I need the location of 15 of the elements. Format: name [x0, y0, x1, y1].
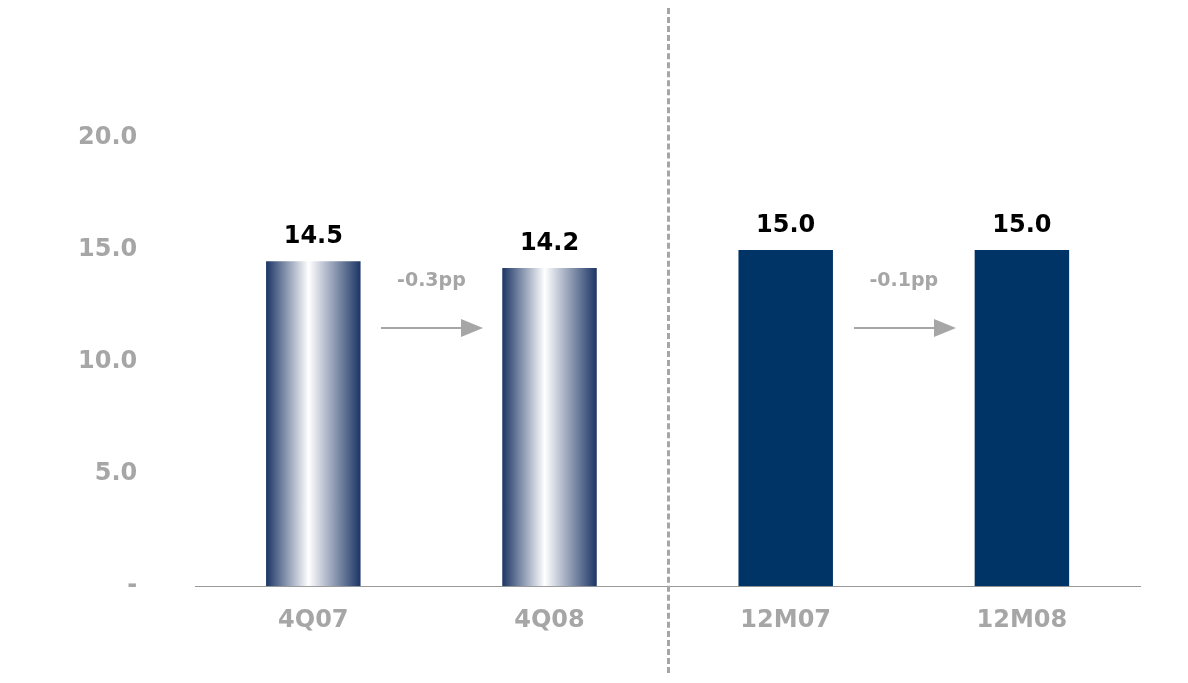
annotation: -0.3pp — [396, 268, 467, 291]
data-label: 15.0 — [756, 210, 816, 239]
y-tick-label: 5.0 — [94, 458, 138, 487]
x-tick-label: 12M08 — [976, 604, 1068, 633]
data-label: 14.5 — [283, 221, 343, 250]
data-label: 15.0 — [992, 210, 1052, 239]
y-tick-label: 15.0 — [78, 234, 138, 263]
x-tick-label: 4Q08 — [514, 604, 585, 633]
y-tick-label: - — [127, 570, 138, 599]
x-tick-label: 4Q07 — [278, 604, 349, 633]
y-tick-label: 10.0 — [78, 346, 138, 375]
data-label: 14.2 — [519, 228, 580, 257]
y-tick-label: 20.0 — [78, 122, 138, 151]
x-tick-label: 12M07 — [740, 604, 832, 633]
annotation: -0.1pp — [868, 268, 940, 291]
